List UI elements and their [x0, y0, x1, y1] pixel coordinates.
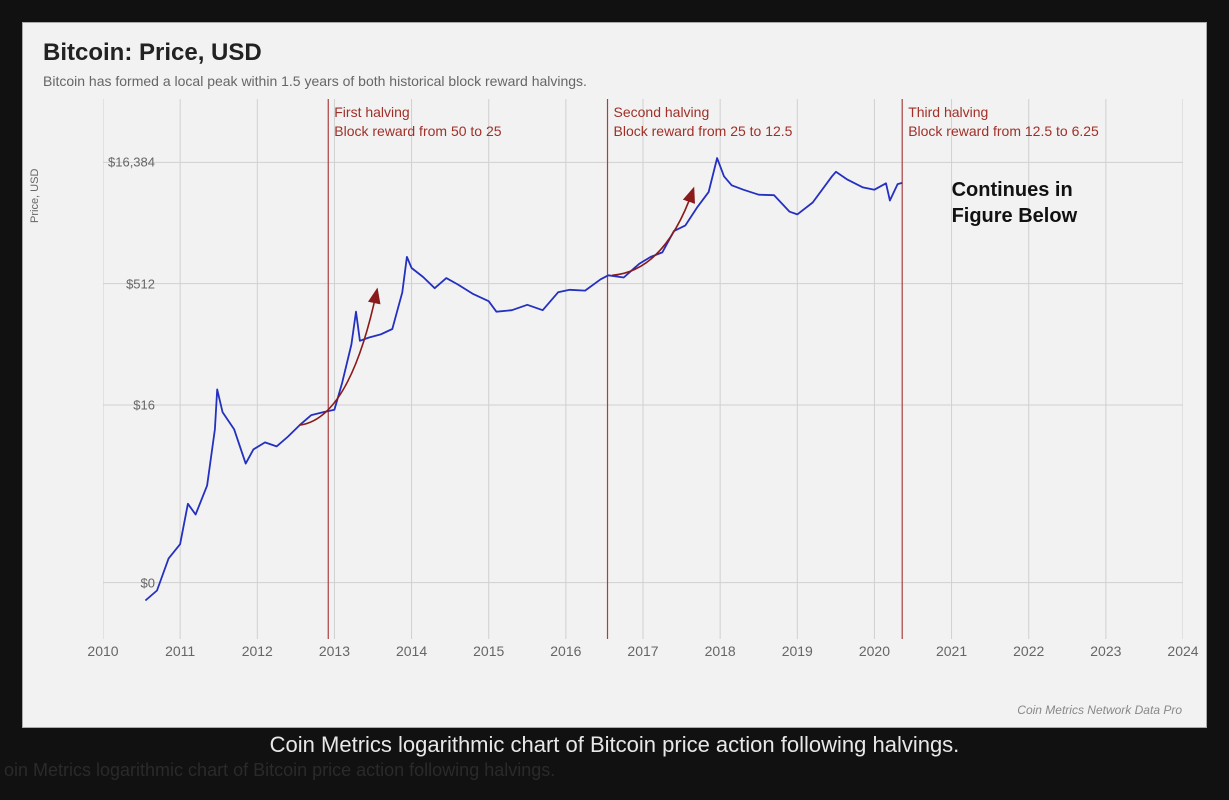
x-tick: 2020	[859, 643, 890, 659]
x-tick: 2024	[1167, 643, 1198, 659]
y-tick: $0	[141, 575, 155, 590]
y-tick: $16	[133, 397, 155, 412]
x-tick: 2012	[242, 643, 273, 659]
source-label: Coin Metrics Network Data Pro	[1017, 703, 1182, 717]
x-tick: 2016	[550, 643, 581, 659]
x-tick-labels: 2010201120122013201420152016201720182019…	[103, 639, 1183, 663]
overlay-note-line1: Continues in	[952, 177, 1078, 203]
x-tick: 2014	[396, 643, 427, 659]
plot-area: $0 $16 $512 $16,384 First halvingBlock rewa…	[103, 99, 1183, 639]
x-tick: 2023	[1090, 643, 1121, 659]
figure-caption-shadow: oin Metrics logarithmic chart of Bitcoin…	[0, 760, 1229, 781]
x-tick: 2018	[705, 643, 736, 659]
x-tick: 2013	[319, 643, 350, 659]
x-tick: 2022	[1013, 643, 1044, 659]
chart-title: Bitcoin: Price, USD	[43, 39, 1186, 67]
halving-label: Second halvingBlock reward from 25 to 12…	[614, 103, 793, 141]
x-tick: 2011	[165, 643, 195, 659]
halving-label: Third halvingBlock reward from 12.5 to 6…	[908, 103, 1099, 141]
figure-caption: Coin Metrics logarithmic chart of Bitcoi…	[0, 732, 1229, 758]
overlay-note: Continues in Figure Below	[952, 177, 1078, 229]
x-tick: 2021	[936, 643, 967, 659]
y-tick: $16,384	[108, 155, 155, 170]
chart-subtitle: Bitcoin has formed a local peak within 1…	[43, 73, 1186, 89]
overlay-note-line2: Figure Below	[952, 203, 1078, 229]
chart-card: Bitcoin: Price, USD Bitcoin has formed a…	[22, 22, 1207, 728]
x-tick: 2017	[627, 643, 658, 659]
halving-label: First halvingBlock reward from 50 to 25	[334, 103, 501, 141]
y-tick-labels: $0 $16 $512 $16,384	[103, 99, 163, 639]
x-tick: 2015	[473, 643, 504, 659]
y-axis-label: Price, USD	[29, 169, 41, 223]
frame: Bitcoin: Price, USD Bitcoin has formed a…	[0, 0, 1229, 800]
x-tick: 2010	[87, 643, 118, 659]
x-tick: 2019	[782, 643, 813, 659]
y-tick: $512	[126, 276, 155, 291]
